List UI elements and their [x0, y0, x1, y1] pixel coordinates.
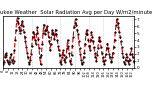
Title: Milwaukee Weather  Solar Radiation Avg per Day W/m2/minute: Milwaukee Weather Solar Radiation Avg pe… [0, 10, 152, 15]
